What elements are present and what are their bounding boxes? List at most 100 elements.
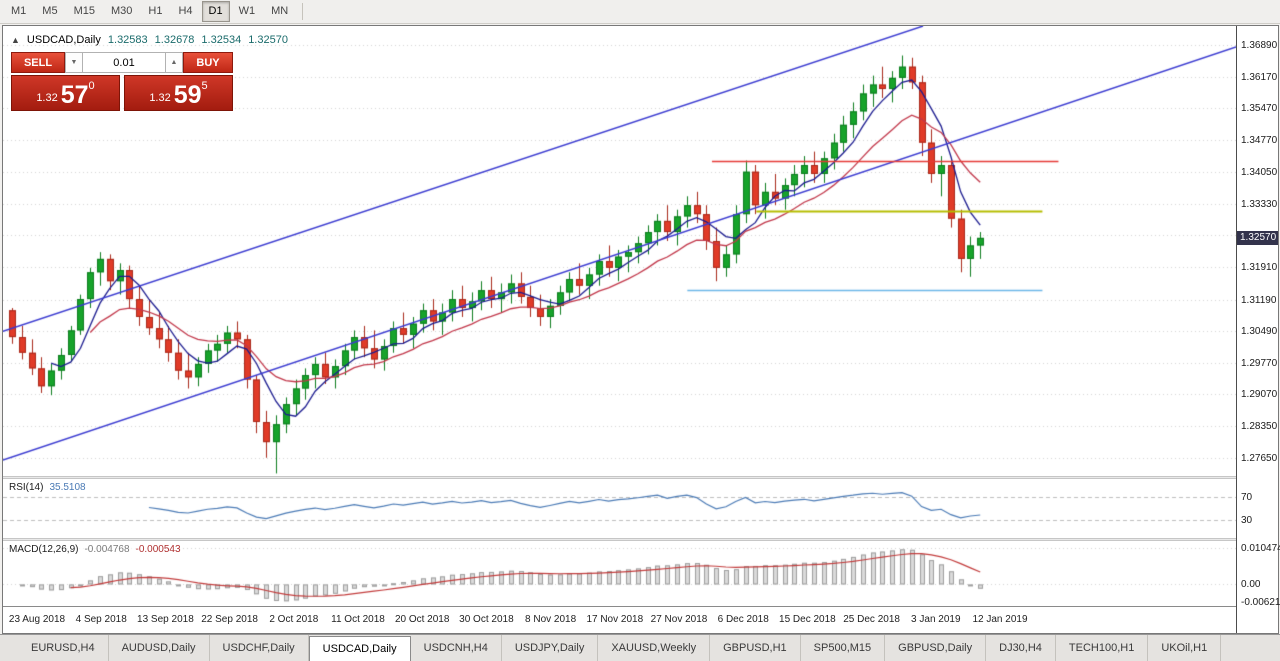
- time-axis-label: 2 Oct 2018: [269, 614, 319, 625]
- tab-tech100-h1[interactable]: TECH100,H1: [1056, 635, 1149, 661]
- tab-usdjpy-daily[interactable]: USDJPY,Daily: [502, 635, 599, 661]
- volume-decrease-button[interactable]: ▼: [65, 52, 83, 73]
- tab-usdcnh-h4[interactable]: USDCNH,H4: [411, 635, 502, 661]
- timeframe-button-m15[interactable]: M15: [73, 5, 95, 17]
- timeframe-button-w1[interactable]: W1: [238, 5, 256, 17]
- rsi-panel-canvas[interactable]: [3, 479, 1236, 538]
- chevron-up-icon: ▲: [170, 59, 178, 66]
- buy-price-button[interactable]: 1.32 59 5: [124, 75, 233, 111]
- price-scale-label: 1.34770: [1241, 134, 1278, 146]
- one-click-collapse-icon[interactable]: ▲: [11, 35, 20, 45]
- macd-scale-label: -0.006218: [1241, 597, 1280, 608]
- chevron-down-icon: ▼: [70, 59, 78, 66]
- macd-panel-splitter[interactable]: [3, 538, 1278, 541]
- tab-gbpusd-daily[interactable]: GBPUSD,Daily: [885, 635, 987, 661]
- tab-sp500-m15[interactable]: SP500,M15: [801, 635, 886, 661]
- price-scale-label: 1.31910: [1241, 262, 1278, 274]
- time-axis-label: 30 Oct 2018: [459, 614, 514, 625]
- sell-price-pips: 57: [60, 81, 89, 109]
- volume-input[interactable]: 0.01: [83, 52, 165, 73]
- tab-gbpusd-h1[interactable]: GBPUSD,H1: [710, 635, 801, 661]
- time-axis-label: 22 Sep 2018: [201, 614, 258, 625]
- tab-xauusd-weekly[interactable]: XAUUSD,Weekly: [598, 635, 711, 661]
- timeframe-button-m1[interactable]: M1: [11, 5, 27, 17]
- buy-price-point: 5: [201, 80, 208, 92]
- time-axis-label: 13 Sep 2018: [137, 614, 194, 625]
- price-scale-label: 1.29070: [1241, 389, 1278, 401]
- tab-ukoil-h1[interactable]: UKOil,H1: [1148, 635, 1222, 661]
- macd-scale-label: 0.00: [1241, 579, 1261, 591]
- time-axis-label: 17 Nov 2018: [586, 614, 644, 625]
- rsi-scale-label: 70: [1241, 491, 1253, 503]
- timeframe-button-m5[interactable]: M5: [42, 5, 58, 17]
- timeframe-toolbar: M1 M5 M15 M30 H1 H4 D1 W1 MN: [3, 0, 296, 23]
- time-axis-label: 11 Oct 2018: [331, 614, 385, 625]
- tab-usdcad-daily[interactable]: USDCAD,Daily: [308, 636, 411, 661]
- macd-indicator-name: MACD(12,26,9): [9, 544, 79, 555]
- price-scale-label: 1.36170: [1241, 71, 1278, 83]
- sell-button[interactable]: SELL: [11, 52, 65, 73]
- time-axis-label: 8 Nov 2018: [525, 614, 577, 625]
- price-scale-label: 1.31190: [1241, 294, 1277, 306]
- sell-price-point: 0: [88, 80, 95, 92]
- rsi-panel-splitter[interactable]: [3, 476, 1278, 479]
- chart-title: ▲ USDCAD,Daily 1.32583 1.32678 1.32534 1…: [11, 34, 288, 46]
- time-axis-label: 6 Dec 2018: [717, 614, 769, 625]
- timeframe-button-mn[interactable]: MN: [271, 5, 289, 17]
- rsi-indicator-name: RSI(14): [9, 482, 44, 493]
- rsi-indicator-value: 35.5108: [49, 482, 86, 493]
- price-scale-label: 1.33330: [1241, 198, 1278, 210]
- buy-price-prefix: 1.32: [149, 92, 171, 104]
- macd-panel-canvas[interactable]: [3, 541, 1236, 606]
- time-axis-label: 3 Jan 2019: [911, 614, 961, 625]
- one-click-trading-panel: SELL ▼ 0.01 ▲ BUY 1.32 57 0 1.32 59 5: [11, 52, 233, 111]
- price-scale-label: 1.35470: [1241, 103, 1278, 115]
- macd-scale-label: 0.010474: [1241, 543, 1280, 555]
- time-axis-label: 25 Dec 2018: [843, 614, 900, 625]
- price-scale-label: 1.30490: [1241, 325, 1278, 337]
- tab-eurusd-h4[interactable]: EURUSD,H4: [18, 635, 109, 661]
- timeframe-button-d1[interactable]: D1: [201, 1, 230, 22]
- rsi-scale-label: 30: [1241, 515, 1253, 527]
- time-axis-label: 27 Nov 2018: [650, 614, 708, 625]
- volume-increase-button[interactable]: ▲: [165, 52, 183, 73]
- time-axis-label: 12 Jan 2019: [972, 614, 1028, 625]
- time-axis-label: 20 Oct 2018: [394, 614, 450, 625]
- timeframe-toolbar-row: M1 M5 M15 M30 H1 H4 D1 W1 MN: [0, 0, 1280, 24]
- buy-button[interactable]: BUY: [183, 52, 233, 73]
- sell-price-prefix: 1.32: [36, 92, 58, 104]
- price-scale-label: 1.27650: [1241, 452, 1278, 464]
- ohlc-close-value: 1.32570: [248, 34, 288, 46]
- time-axis-label: 15 Dec 2018: [779, 614, 836, 625]
- time-axis-label: 4 Sep 2018: [75, 614, 127, 625]
- toolbar-separator: [302, 3, 304, 20]
- ohlc-high-value: 1.32678: [154, 34, 195, 46]
- chart-window: 23 Aug 2018 4 Sep 2018 13 Sep 2018 22 Sep 2…: [2, 25, 1280, 634]
- chart-symbol-label: USDCAD,Daily: [26, 34, 101, 46]
- time-axis[interactable]: 23 Aug 2018 4 Sep 2018 13 Sep 2018 22 Sep 2…: [3, 606, 1236, 633]
- timeframe-button-m30[interactable]: M30: [110, 5, 133, 17]
- chart-tabbar: EURUSD,H4 AUDUSD,Daily USDCHF,Daily USDCAD,…: [0, 634, 1280, 661]
- tab-dj30-h4[interactable]: DJ30,H4: [986, 635, 1056, 661]
- time-axis-label: 23 Aug 2018: [8, 614, 66, 625]
- tab-audusd-daily[interactable]: AUDUSD,Daily: [109, 635, 210, 661]
- price-scale-label: 1.34050: [1241, 166, 1278, 178]
- trade-controls-row: SELL ▼ 0.01 ▲ BUY: [11, 52, 233, 73]
- timeframe-button-h1[interactable]: H1: [148, 5, 163, 17]
- current-price-badge: 1.32570: [1237, 230, 1278, 245]
- ohlc-open-value: 1.32583: [107, 34, 148, 46]
- price-scale[interactable]: 1.32570 1.36890 1.36170 1.35470 1.34770 1.34…: [1236, 26, 1280, 633]
- macd-signal-value: -0.000543: [135, 544, 181, 555]
- sell-price-button[interactable]: 1.32 57 0: [11, 75, 120, 111]
- rsi-label-row: RSI(14) 35.5108: [9, 482, 86, 493]
- price-scale-label: 1.36890: [1241, 39, 1278, 51]
- ohlc-low-value: 1.32534: [201, 34, 242, 46]
- timeframe-button-h4[interactable]: H4: [178, 5, 193, 17]
- buy-price-pips: 59: [173, 81, 202, 109]
- price-scale-label: 1.29770: [1241, 358, 1278, 370]
- macd-main-value: -0.004768: [84, 544, 130, 555]
- tab-usdchf-daily[interactable]: USDCHF,Daily: [210, 635, 309, 661]
- trade-prices-row: 1.32 57 0 1.32 59 5: [11, 75, 233, 111]
- price-scale-label: 1.28350: [1241, 421, 1278, 433]
